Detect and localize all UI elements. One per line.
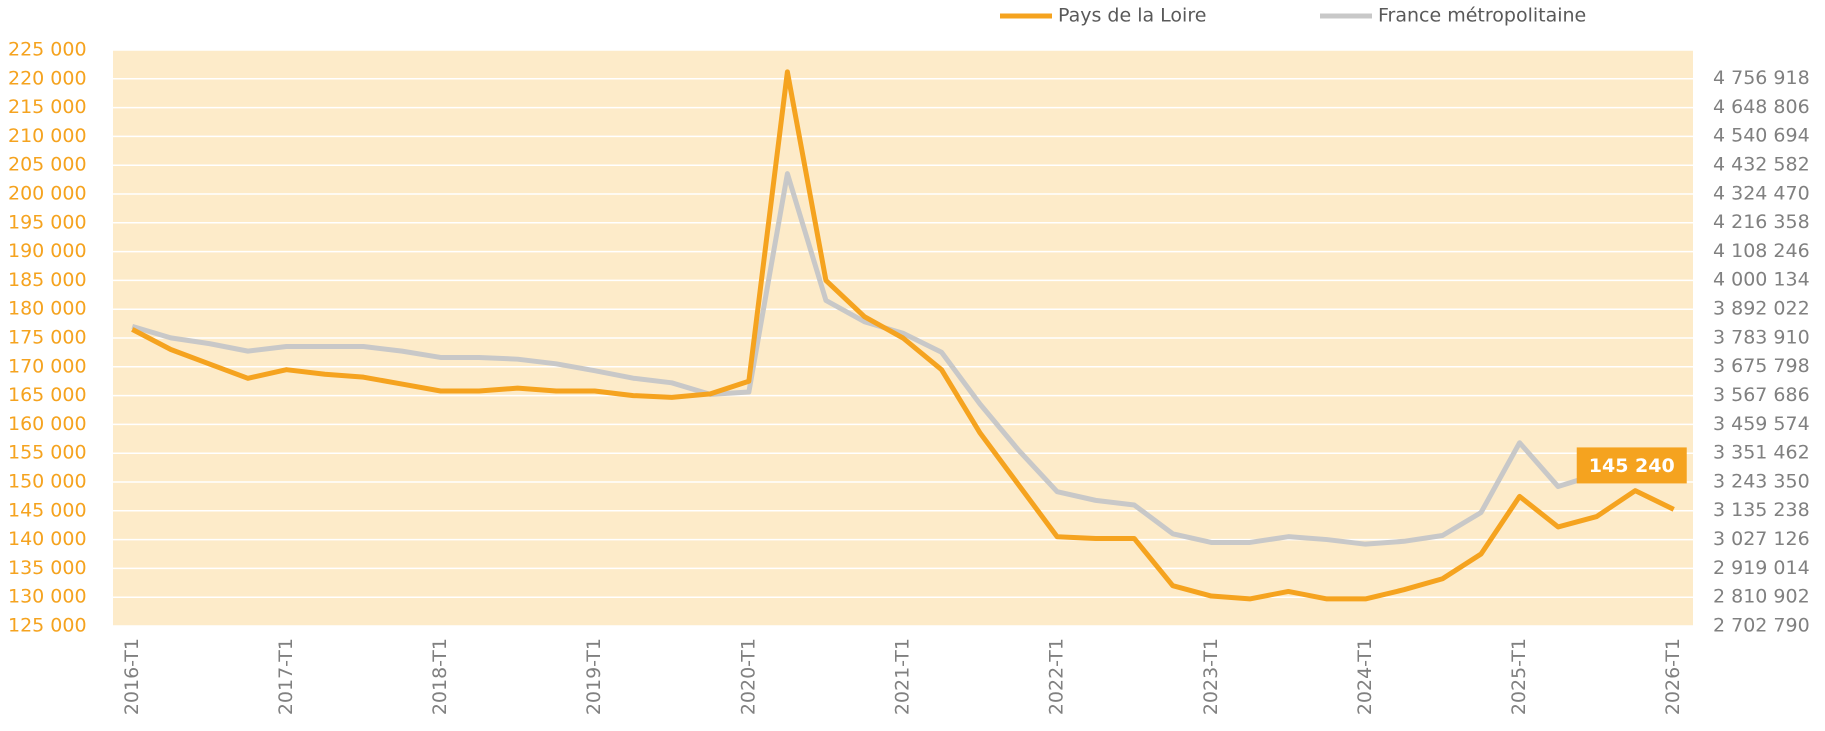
y-tick-label: 170 000	[8, 355, 87, 377]
x-tick-label: 2019-T1	[583, 638, 605, 715]
y-tick-label: 150 000	[8, 471, 87, 493]
y2-tick-label: 4 648 806	[1713, 96, 1810, 118]
y-tick-label: 155 000	[8, 442, 87, 464]
y-tick-label: 130 000	[8, 586, 87, 608]
y-tick-label: 190 000	[8, 240, 87, 262]
y-tick-label: 160 000	[8, 413, 87, 435]
y-tick-label: 180 000	[8, 298, 87, 320]
y2-tick-label: 4 324 470	[1713, 182, 1810, 204]
y-tick-label: 175 000	[8, 327, 87, 349]
y2-tick-label: 2 810 902	[1713, 586, 1810, 608]
y2-tick-label: 3 243 350	[1713, 470, 1810, 492]
y2-tick-label: 2 919 014	[1713, 557, 1810, 579]
y-tick-label: 145 000	[8, 499, 87, 521]
y2-tick-label: 3 567 686	[1713, 384, 1810, 406]
x-tick-label: 2023-T1	[1200, 638, 1222, 715]
y2-tick-label: 3 675 798	[1713, 355, 1810, 377]
x-tick-label: 2026-T1	[1662, 638, 1684, 715]
y-tick-label: 140 000	[8, 528, 87, 550]
data-label-box	[1576, 447, 1687, 484]
y-tick-label: 165 000	[8, 384, 87, 406]
y2-tick-label: 4 756 918	[1713, 67, 1810, 89]
x-tick-label: 2022-T1	[1046, 638, 1068, 715]
y2-tick-label: 3 459 574	[1713, 413, 1810, 435]
y-tick-label: 195 000	[8, 211, 87, 233]
y-tick-label: 125 000	[8, 615, 87, 637]
y-tick-label: 215 000	[8, 96, 87, 118]
y-tick-label: 205 000	[8, 154, 87, 176]
y2-tick-label: 3 027 126	[1713, 528, 1810, 550]
y-tick-label: 210 000	[8, 125, 87, 147]
y2-tick-label: 2 702 790	[1713, 615, 1810, 637]
x-tick-label: 2025-T1	[1508, 638, 1530, 715]
data-label: 145 240	[1589, 455, 1675, 477]
x-tick-label: 2018-T1	[429, 638, 451, 715]
y-tick-label: 220 000	[8, 67, 87, 89]
y2-tick-label: 3 135 238	[1713, 499, 1810, 521]
x-tick-label: 2024-T1	[1354, 638, 1376, 715]
y2-tick-label: 4 540 694	[1713, 125, 1810, 147]
x-tick-label: 2017-T1	[275, 638, 297, 715]
series-line	[131, 171, 1675, 547]
y2-tick-label: 4 216 358	[1713, 211, 1810, 233]
legend-label: Pays de la Loire	[1058, 5, 1206, 27]
y2-tick-label: 3 783 910	[1713, 326, 1810, 348]
y-tick-label: 185 000	[8, 269, 87, 291]
y2-tick-label: 3 892 022	[1713, 298, 1810, 320]
legend-label: France métropolitaine	[1378, 5, 1586, 27]
y-tick-label: 135 000	[8, 557, 87, 579]
x-tick-label: 2020-T1	[737, 638, 759, 715]
series-line	[131, 69, 1675, 602]
y2-tick-label: 4 108 246	[1713, 240, 1810, 262]
y-tick-label: 200 000	[8, 183, 87, 205]
y2-tick-label: 3 351 462	[1713, 442, 1810, 464]
x-tick-label: 2021-T1	[892, 638, 914, 715]
y-tick-label: 225 000	[8, 39, 87, 61]
y2-tick-label: 4 432 582	[1713, 153, 1810, 175]
x-tick-label: 2016-T1	[121, 638, 143, 715]
y2-tick-label: 4 000 134	[1713, 269, 1810, 291]
